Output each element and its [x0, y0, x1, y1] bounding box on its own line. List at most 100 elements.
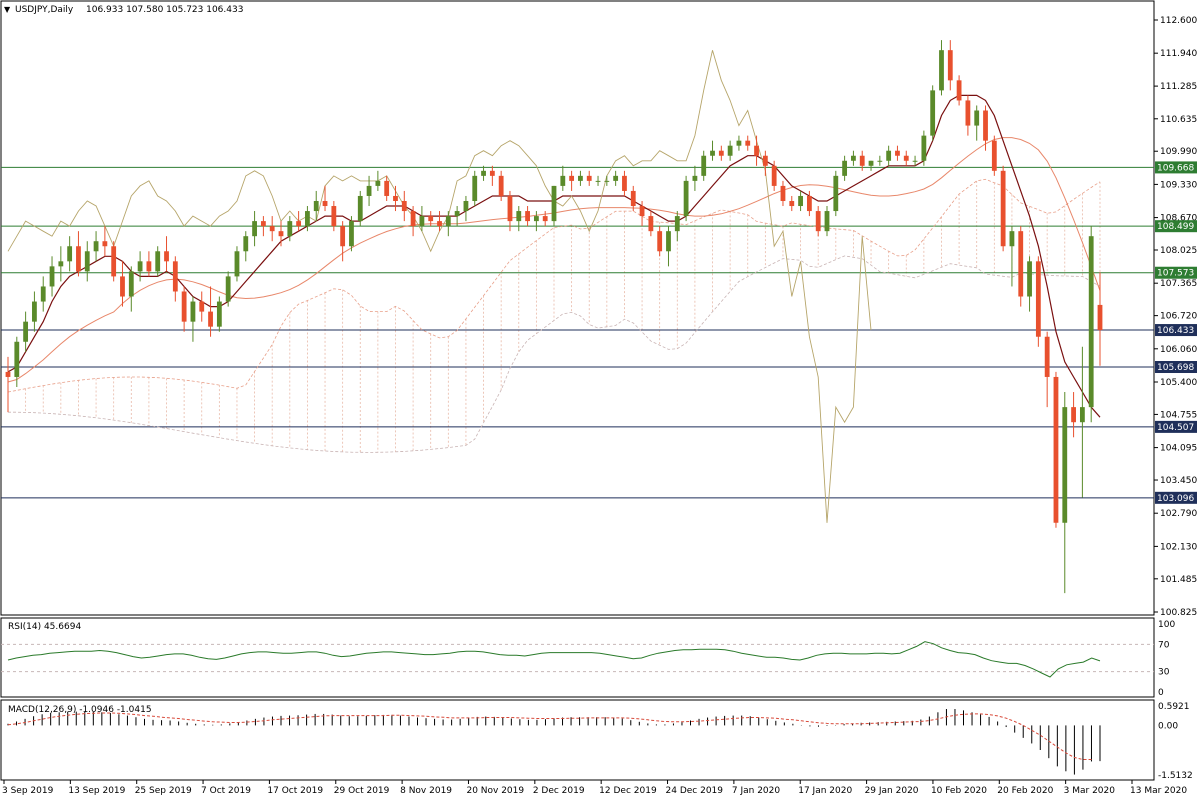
candle[interactable] — [921, 130, 927, 166]
candle[interactable] — [798, 190, 803, 212]
candle[interactable] — [692, 165, 698, 191]
candle[interactable] — [375, 170, 381, 191]
candle[interactable] — [40, 276, 46, 312]
candle[interactable] — [1009, 226, 1015, 287]
candle[interactable] — [1000, 165, 1006, 252]
candle[interactable] — [762, 150, 768, 176]
candle[interactable] — [472, 170, 478, 207]
candle[interactable] — [569, 170, 575, 191]
candle[interactable] — [1035, 256, 1041, 347]
candle[interactable] — [965, 95, 971, 136]
candle[interactable] — [1097, 272, 1103, 366]
candle[interactable] — [14, 336, 20, 388]
candle[interactable] — [886, 145, 892, 166]
candle[interactable] — [666, 226, 671, 267]
candle[interactable] — [648, 211, 654, 237]
candle[interactable] — [32, 291, 37, 332]
candle[interactable] — [780, 180, 786, 207]
candle[interactable] — [199, 291, 205, 322]
candle[interactable] — [278, 221, 284, 247]
candle[interactable] — [287, 216, 293, 242]
candle[interactable] — [718, 145, 724, 161]
candle[interactable] — [639, 200, 645, 227]
candle[interactable] — [164, 236, 169, 272]
candle[interactable] — [604, 175, 610, 186]
candle[interactable] — [49, 256, 55, 297]
candle[interactable] — [1027, 256, 1032, 312]
candle[interactable] — [463, 195, 469, 222]
candle[interactable] — [674, 211, 680, 242]
candle[interactable] — [877, 155, 883, 166]
candle[interactable] — [102, 226, 108, 257]
candle[interactable] — [172, 256, 178, 302]
candle[interactable] — [586, 170, 592, 186]
candle[interactable] — [903, 150, 909, 166]
candle[interactable] — [1053, 371, 1059, 528]
candle[interactable] — [111, 241, 117, 282]
candle[interactable] — [859, 150, 865, 171]
candle[interactable] — [128, 266, 134, 312]
candle[interactable] — [851, 150, 856, 166]
candle[interactable] — [384, 175, 390, 201]
candle[interactable] — [331, 200, 337, 232]
candle[interactable] — [956, 75, 962, 106]
candle[interactable] — [498, 170, 504, 201]
candle[interactable] — [947, 40, 953, 91]
candle[interactable] — [657, 226, 663, 257]
candle[interactable] — [137, 251, 143, 282]
candle[interactable] — [349, 216, 354, 252]
candle[interactable] — [868, 160, 874, 171]
candle[interactable] — [806, 190, 812, 217]
candle[interactable] — [216, 296, 222, 332]
candle[interactable] — [754, 135, 759, 166]
candle[interactable] — [252, 211, 257, 247]
candle[interactable] — [23, 311, 29, 352]
candle[interactable] — [551, 185, 557, 227]
candle[interactable] — [155, 246, 161, 277]
candle[interactable] — [622, 170, 627, 196]
candle[interactable] — [525, 206, 530, 227]
candle[interactable] — [842, 155, 848, 181]
candle[interactable] — [437, 211, 442, 232]
candle[interactable] — [542, 211, 548, 227]
candle[interactable] — [234, 246, 240, 282]
candle[interactable] — [5, 356, 11, 413]
candle[interactable] — [190, 296, 196, 342]
candle[interactable] — [701, 150, 707, 181]
candle[interactable] — [771, 160, 777, 191]
candle[interactable] — [824, 206, 830, 237]
candle[interactable] — [269, 216, 275, 242]
candle[interactable] — [454, 206, 460, 227]
candle[interactable] — [710, 140, 715, 161]
candle[interactable] — [296, 211, 302, 232]
candle[interactable] — [84, 241, 90, 282]
candle[interactable] — [93, 231, 99, 262]
candle[interactable] — [727, 140, 733, 161]
collapse-triangle-icon[interactable]: ▼ — [4, 5, 11, 14]
candle[interactable] — [428, 211, 434, 227]
candle[interactable] — [76, 231, 81, 277]
candle[interactable] — [340, 221, 346, 262]
candle[interactable] — [736, 135, 742, 151]
candle[interactable] — [120, 261, 125, 307]
candle[interactable] — [912, 155, 918, 166]
candle[interactable] — [930, 85, 936, 141]
candle[interactable] — [578, 170, 583, 186]
candle[interactable] — [991, 135, 997, 176]
candle[interactable] — [560, 165, 566, 191]
candle[interactable] — [1044, 331, 1050, 408]
candle[interactable] — [1088, 226, 1094, 423]
candle[interactable] — [745, 135, 751, 151]
candle[interactable] — [410, 206, 416, 237]
candle[interactable] — [489, 165, 495, 186]
candle[interactable] — [146, 251, 152, 277]
candle[interactable] — [939, 40, 944, 96]
candle[interactable] — [366, 175, 372, 207]
candle[interactable] — [419, 206, 425, 232]
candle[interactable] — [789, 195, 795, 212]
candle[interactable] — [516, 206, 522, 232]
candle[interactable] — [481, 165, 486, 181]
candle[interactable] — [1071, 392, 1076, 438]
candle[interactable] — [305, 206, 310, 232]
